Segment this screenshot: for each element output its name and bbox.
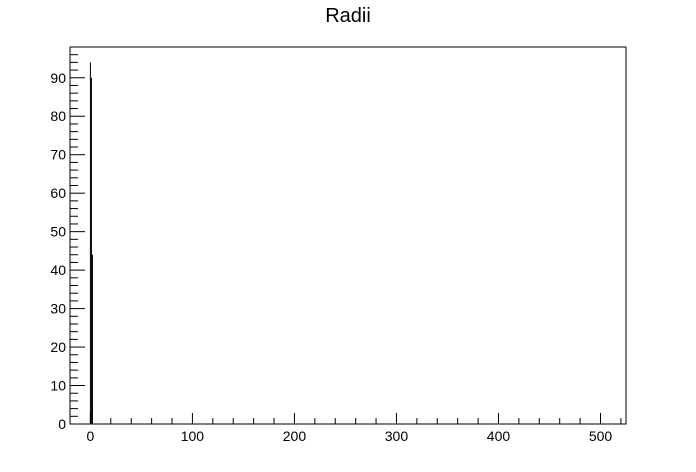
- y-tick-label: 40: [50, 262, 66, 278]
- plot-frame: [69, 46, 627, 425]
- y-tick-label: 90: [50, 70, 66, 86]
- y-tick-label: 10: [50, 378, 66, 394]
- y-tick-label: 60: [50, 185, 66, 201]
- histogram-bar: [89, 62, 91, 424]
- y-tick-label: 50: [50, 224, 66, 240]
- x-tick-label: 100: [181, 428, 205, 444]
- bars-group: [89, 62, 93, 424]
- y-tick-label: 0: [58, 416, 66, 432]
- histogram-bar: [90, 77, 92, 424]
- y-tick-label: 20: [50, 339, 66, 355]
- histogram-bar: [91, 254, 93, 424]
- x-tick-label: 0: [87, 428, 95, 444]
- y-axis: 0 10 20 30 40 50 60 70 80 90: [50, 46, 85, 432]
- y-tick-label: 80: [50, 108, 66, 124]
- y-tick-label: 30: [50, 301, 66, 317]
- x-tick-label: 400: [487, 428, 511, 444]
- x-tick-label: 300: [385, 428, 409, 444]
- x-axis: 0 100 200 300 400 500: [69, 413, 622, 444]
- chart-title: Radii: [325, 5, 371, 27]
- x-tick-label: 200: [283, 428, 307, 444]
- x-tick-label: 500: [589, 428, 613, 444]
- y-tick-label: 70: [50, 147, 66, 163]
